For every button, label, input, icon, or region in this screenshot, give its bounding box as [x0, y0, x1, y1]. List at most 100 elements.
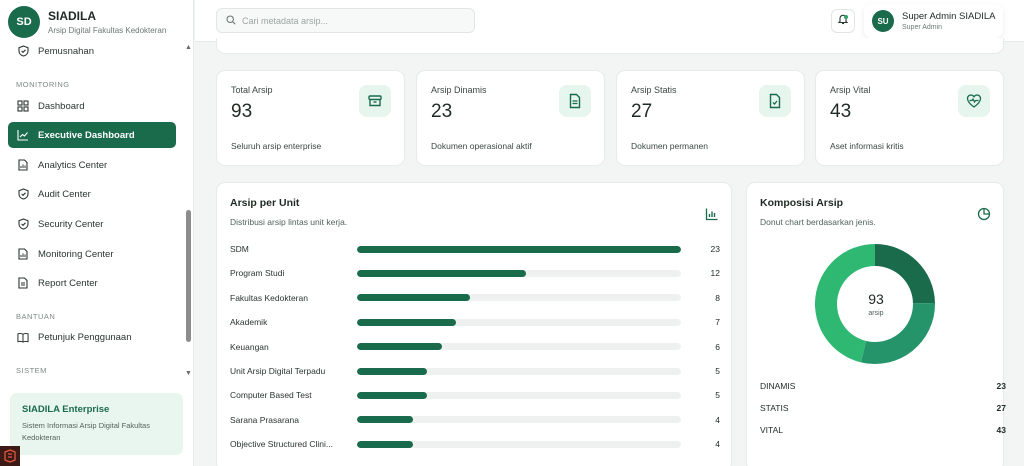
user-name: Super Admin SIADILA	[902, 11, 996, 22]
stat-value: 93	[231, 101, 253, 122]
donut-center: 93 arsip	[740, 291, 1012, 317]
stat-description: Dokumen permanen	[631, 141, 709, 151]
archive-box-icon	[359, 85, 391, 117]
unit-bar-row: Unit Arsip Digital Terpadu 5	[230, 365, 720, 377]
donut-segment-vital[interactable]	[815, 244, 875, 363]
sidebar-item-security-center[interactable]: Security Center	[8, 211, 176, 237]
stat-label: Arsip Statis	[631, 85, 677, 95]
sidebar-item-label: Analytics Center	[38, 159, 108, 171]
panel-subtitle: Distribusi arsip lintas unit kerja.	[230, 217, 348, 227]
sidebar-item-pemusnahan[interactable]: Pemusnahan	[8, 38, 176, 64]
sidebar: SD SIADILA Arsip Digital Fakultas Kedokt…	[0, 0, 194, 466]
search-input[interactable]	[242, 15, 462, 26]
sidebar-item-report-center[interactable]: Report Center	[8, 270, 176, 296]
enterprise-card: SIADILA Enterprise Sistem Informasi Arsi…	[10, 393, 183, 455]
brand-logo: SD	[8, 6, 40, 38]
sidebar-item-analytics-center[interactable]: Analytics Center	[8, 152, 176, 178]
scroll-down-arrow-icon[interactable]: ▼	[185, 370, 192, 377]
unit-bar-value: 23	[710, 244, 720, 254]
sidebar-item-dashboard[interactable]: Dashboard	[8, 93, 176, 119]
pie-chart-icon[interactable]	[977, 207, 991, 221]
stat-card-arsip-vital: Arsip Vital 43 Aset informasi kritis	[815, 70, 1004, 166]
composition-legend-row: STATIS 27	[760, 403, 1006, 413]
sidebar-item-label: Dashboard	[38, 100, 85, 112]
unit-bar-value: 5	[715, 390, 720, 401]
legend-value: 23	[996, 381, 1006, 391]
brand-name: SIADILA	[48, 9, 96, 23]
stat-label: Arsip Vital	[830, 85, 871, 95]
stat-value: 27	[631, 101, 653, 122]
sidebar-item-petunjuk-penggunaan[interactable]: Petunjuk Penggunaan	[8, 324, 176, 350]
donut-unit: arsip	[868, 310, 884, 317]
sidebar-item-label: Petunjuk Penggunaan	[38, 331, 132, 343]
section-bantuan: BANTUAN	[16, 312, 56, 321]
unit-bar-fill	[357, 440, 414, 448]
scroll-up-arrow-icon[interactable]: ▲	[185, 44, 192, 51]
donut-segment-dinamis[interactable]	[875, 244, 935, 304]
app-corner-icon[interactable]	[0, 446, 20, 466]
stat-value: 43	[830, 101, 852, 122]
stat-card-arsip-dinamis: Arsip Dinamis 23 Dokumen operasional akt…	[416, 70, 605, 166]
legend-label: DINAMIS	[760, 381, 796, 391]
sidebar-scrollbar[interactable]	[186, 210, 191, 342]
heartbeat-icon	[958, 85, 990, 117]
unit-bar-label: Program Studi	[230, 268, 285, 279]
composition-legend-row: VITAL 43	[760, 425, 1006, 435]
unit-bar-label: Computer Based Test	[230, 390, 312, 401]
sidebar-item-label: Pemusnahan	[38, 45, 94, 57]
sidebar-item-monitoring-center[interactable]: Monitoring Center	[8, 241, 176, 267]
book-icon	[17, 331, 29, 343]
unit-bar-row: Akademik 7	[230, 316, 720, 328]
unit-bar-track	[357, 245, 681, 253]
sidebar-item-label: Report Center	[38, 277, 98, 289]
notification-dot	[844, 15, 848, 19]
composition-panel: Komposisi Arsip Donut chart berdasarkan …	[746, 182, 1006, 466]
unit-bar-track	[357, 269, 681, 277]
legend-label: STATIS	[760, 403, 789, 413]
unit-bar-label: Fakultas Kedokteran	[230, 292, 308, 303]
donut-total: 93	[868, 291, 884, 307]
unit-bar-value: 7	[715, 317, 720, 328]
unit-bar-label: Sarana Prasarana	[230, 414, 299, 425]
stat-description: Dokumen operasional aktif	[431, 141, 532, 151]
unit-bar-label: SDM	[230, 244, 249, 254]
grid-icon	[17, 100, 29, 112]
user-menu[interactable]: SU Super Admin SIADILA Super Admin	[864, 4, 1003, 38]
section-monitoring: MONITORING	[16, 80, 70, 89]
unit-bar-track	[357, 367, 681, 375]
section-sistem: SISTEM	[16, 366, 47, 375]
sidebar-item-label: Executive Dashboard	[38, 129, 135, 141]
bar-chart-icon[interactable]	[705, 207, 719, 221]
search-icon	[226, 12, 236, 30]
document-text-icon	[559, 85, 591, 117]
unit-bar-track	[357, 416, 681, 424]
avatar: SU	[872, 10, 894, 32]
brand[interactable]: SD SIADILA Arsip Digital Fakultas Kedokt…	[8, 6, 166, 38]
unit-bar-fill	[357, 391, 428, 399]
unit-bar-value: 4	[715, 439, 720, 450]
notification-button[interactable]	[831, 9, 855, 33]
document-icon	[17, 159, 29, 171]
legend-label: VITAL	[760, 425, 783, 435]
search-box[interactable]	[216, 8, 475, 33]
sidebar-nav: Pemusnahan MONITORING Dashboard Executiv…	[0, 38, 184, 380]
unit-bar-track	[357, 294, 681, 302]
donut-segment-statis[interactable]	[860, 302, 935, 364]
unit-bar-fill	[357, 416, 414, 424]
unit-bar-value: 12	[710, 268, 720, 279]
composition-legend-row: DINAMIS 23	[760, 381, 1006, 391]
unit-distribution-panel: Arsip per Unit Distribusi arsip lintas u…	[216, 182, 732, 466]
unit-bar-value: 4	[715, 414, 720, 425]
unit-bar-value: 8	[715, 292, 720, 303]
panel-title: Komposisi Arsip	[760, 197, 844, 209]
document-check-icon	[759, 85, 791, 117]
sidebar-item-executive-dashboard[interactable]: Executive Dashboard	[8, 122, 176, 148]
donut-chart	[815, 244, 935, 364]
sidebar-item-audit-center[interactable]: Audit Center	[8, 181, 176, 207]
unit-bar-label: Akademik	[230, 317, 268, 328]
unit-bar-row: Keuangan 6	[230, 341, 720, 353]
document-icon	[17, 248, 29, 260]
unit-bar-fill	[357, 294, 470, 302]
enterprise-description: Sistem Informasi Arsip Digital Fakultas …	[22, 421, 150, 442]
unit-bar-row: Program Studi 12	[230, 267, 720, 279]
